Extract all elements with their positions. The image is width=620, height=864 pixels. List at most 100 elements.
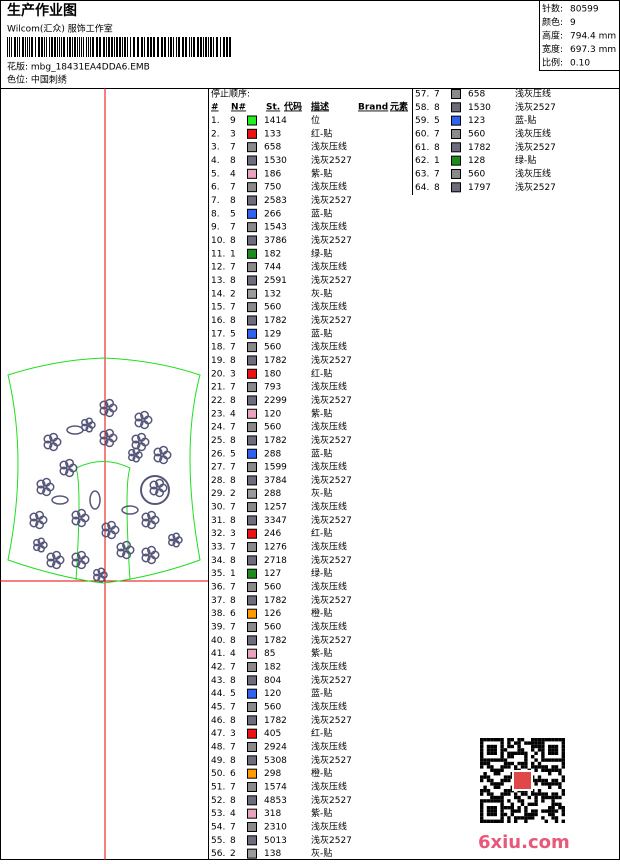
bar xyxy=(157,37,159,57)
stop-number: 18. xyxy=(211,343,225,353)
code: 744 xyxy=(264,263,281,273)
description: 紫-贴 xyxy=(311,647,332,659)
stop-number: 54. xyxy=(211,822,225,832)
center xyxy=(77,515,83,521)
qr-module xyxy=(561,748,565,752)
qr-module xyxy=(561,812,565,817)
color-swatch xyxy=(247,382,257,393)
code: 128 xyxy=(468,156,485,166)
qr-module xyxy=(490,748,494,752)
qr-module xyxy=(497,738,501,742)
qr-module xyxy=(490,809,494,813)
petal xyxy=(71,510,81,520)
qr-module xyxy=(483,761,487,766)
color-swatch xyxy=(247,502,257,513)
color-swatch xyxy=(247,702,257,713)
qr-module xyxy=(507,806,511,810)
qr-module xyxy=(554,748,559,752)
qr-module xyxy=(541,741,545,745)
qr-module xyxy=(514,792,518,796)
stop-number: 31. xyxy=(211,516,225,526)
description: 浅灰压线 xyxy=(311,621,347,633)
description: 浅灰2527 xyxy=(311,474,352,486)
qr-module xyxy=(507,819,511,823)
stop-number: 23. xyxy=(211,409,225,419)
qr-module xyxy=(486,812,491,817)
description: 蓝-贴 xyxy=(311,207,332,219)
bar xyxy=(124,37,126,57)
code: 1574 xyxy=(264,783,287,793)
color-swatch xyxy=(247,462,257,473)
stop-number: 4. xyxy=(211,156,220,166)
center xyxy=(52,557,58,563)
column-header: St. xyxy=(266,103,280,113)
stop-number: 53. xyxy=(211,809,225,819)
description: 蓝-贴 xyxy=(515,114,536,126)
stop-number: 26. xyxy=(211,449,225,459)
description: 灰-贴 xyxy=(311,287,332,299)
qr-module xyxy=(486,751,491,755)
description: 红-贴 xyxy=(311,367,332,379)
stop-number: 38. xyxy=(211,609,225,619)
stop-number: 47. xyxy=(211,729,225,739)
qr-module xyxy=(554,809,559,813)
qr-module xyxy=(531,809,535,813)
qr-module xyxy=(534,768,538,772)
qr-module xyxy=(507,775,511,779)
qr-module xyxy=(537,741,542,745)
stop-number: 2. xyxy=(211,129,220,139)
needle: 7 xyxy=(230,583,236,593)
bar xyxy=(229,37,231,57)
needle: 8 xyxy=(230,636,236,646)
needle: 5 xyxy=(230,689,236,699)
qr-module xyxy=(561,758,565,762)
column-header: # xyxy=(211,103,219,113)
qr-module xyxy=(503,761,508,766)
color-swatch xyxy=(247,168,257,179)
code: 405 xyxy=(264,729,281,739)
qr-module xyxy=(551,809,555,813)
petal xyxy=(149,486,159,496)
qr-module xyxy=(480,751,484,755)
description: 浅灰2527 xyxy=(311,274,352,286)
qr-module xyxy=(554,758,559,762)
stop-number: 9. xyxy=(211,223,220,233)
description: 浅灰2527 xyxy=(311,674,352,686)
qr-module xyxy=(527,795,531,800)
stop-number: 57. xyxy=(415,90,429,100)
qr-module xyxy=(544,795,548,800)
center xyxy=(107,527,113,533)
color-swatch xyxy=(247,528,257,539)
qr-module xyxy=(534,741,538,745)
stop-number: 50. xyxy=(211,769,225,779)
qr-module xyxy=(551,792,555,796)
bar xyxy=(182,37,184,57)
needle: 4 xyxy=(230,649,236,659)
leaf xyxy=(121,505,139,515)
code: 1599 xyxy=(264,463,287,473)
column-header: 描述 xyxy=(311,101,329,113)
center xyxy=(97,572,103,578)
description: 绿-贴 xyxy=(311,247,332,259)
qr-module xyxy=(490,738,494,742)
qr-module xyxy=(507,789,511,793)
qr-module xyxy=(517,795,521,800)
bar xyxy=(200,37,202,57)
qr-module xyxy=(524,761,528,766)
needle: 8 xyxy=(230,156,236,166)
qr-module xyxy=(493,758,497,762)
petal xyxy=(71,558,81,568)
color-swatch xyxy=(247,675,257,686)
qr-module xyxy=(551,768,555,772)
petal xyxy=(43,434,53,444)
qr-module xyxy=(551,795,555,800)
qr-module xyxy=(551,812,555,817)
code: 318 xyxy=(264,809,281,819)
qr-module xyxy=(537,738,542,742)
qr-module xyxy=(558,738,562,742)
color-swatch xyxy=(451,89,461,99)
qr-module xyxy=(541,738,545,742)
petal xyxy=(46,552,56,562)
center xyxy=(42,484,48,490)
qr-module xyxy=(503,812,508,817)
